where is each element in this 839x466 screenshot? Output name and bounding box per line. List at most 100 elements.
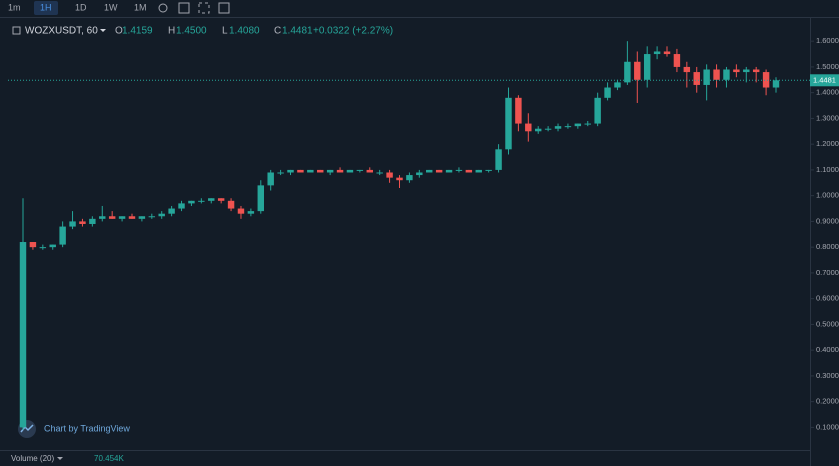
price-tag-label: 1.4481 — [813, 75, 836, 84]
candle-body — [752, 69, 760, 73]
candle-body — [287, 169, 294, 173]
y-tick-label: 1.6000 — [816, 36, 839, 45]
candle-body — [455, 169, 463, 171]
snapshot-icon[interactable] — [218, 2, 230, 14]
brand-link[interactable]: Chart by TradingView — [44, 423, 130, 433]
candle-body — [713, 69, 720, 80]
candle-body — [346, 169, 354, 173]
y-tick-label: 1.3000 — [816, 113, 839, 122]
candle-body — [188, 200, 195, 204]
candle-body — [534, 128, 542, 132]
candle-body — [29, 242, 37, 248]
y-tick-label: 0.7000 — [816, 268, 839, 277]
volume-label[interactable]: Volume (20) — [11, 454, 54, 463]
indicator-icon[interactable] — [178, 2, 190, 14]
legend-value: 1.4481 — [282, 26, 313, 37]
y-tick-label: 0.2000 — [816, 397, 839, 406]
candle-body — [653, 51, 661, 55]
candle-body — [366, 169, 373, 173]
candle-body — [168, 208, 175, 214]
candle-body — [128, 216, 136, 219]
candle-body — [465, 169, 473, 173]
candle-body — [99, 216, 106, 219]
candle-body — [336, 169, 344, 173]
interval-button[interactable]: 1m — [8, 2, 21, 12]
y-tick-label: 0.8000 — [816, 242, 839, 251]
candle-body — [614, 82, 621, 88]
candle-body — [723, 69, 730, 80]
candle-body — [564, 126, 572, 128]
symbol[interactable]: WOZXUSDT, 60 — [25, 26, 98, 37]
candle-body — [624, 61, 631, 83]
candle-body — [772, 80, 780, 88]
caret — [57, 457, 63, 460]
candle-body — [584, 123, 591, 125]
candle-body — [267, 172, 274, 186]
candle-body — [118, 216, 126, 219]
candle-body — [356, 169, 364, 171]
candle-body — [108, 216, 116, 219]
candle-body — [435, 169, 443, 173]
interval-button[interactable]: 1D — [75, 2, 87, 12]
candle-body — [277, 172, 284, 174]
candle-body — [376, 172, 383, 174]
candle-body — [148, 216, 156, 218]
candle-body — [297, 169, 304, 173]
candle-body — [217, 198, 225, 201]
candle-body — [227, 200, 235, 209]
candle-body — [237, 208, 245, 214]
caret — [100, 29, 106, 32]
settings-icon[interactable] — [158, 3, 168, 13]
y-tick-label: 1.0000 — [816, 191, 839, 200]
candle-body — [79, 221, 86, 224]
candle-body — [406, 175, 413, 181]
price-tag — [810, 74, 839, 87]
candle-body — [158, 213, 165, 217]
legend-value: 1.4080 — [229, 26, 260, 37]
candle-body — [594, 97, 601, 124]
candle-body — [733, 69, 740, 73]
candle-body — [49, 244, 56, 248]
interval-button[interactable]: 1M — [134, 2, 147, 12]
legend-key: H — [168, 26, 175, 37]
candle-body — [59, 226, 66, 245]
candle-body — [445, 169, 453, 173]
interval-button[interactable]: 1H — [40, 2, 52, 12]
candle-body — [416, 172, 423, 176]
collapse-icon[interactable] — [12, 26, 21, 35]
candle-body — [525, 123, 532, 132]
y-tick-label: 1.4000 — [816, 88, 839, 97]
y-tick-label: 1.1000 — [816, 165, 839, 174]
candle-body — [544, 128, 552, 130]
candle-body — [475, 169, 482, 173]
fullscreen-icon[interactable] — [198, 2, 210, 14]
candle-body — [198, 200, 205, 202]
y-tick-label: 0.6000 — [816, 294, 839, 303]
interval-button[interactable]: 1W — [104, 2, 118, 12]
y-tick-label: 0.3000 — [816, 371, 839, 380]
candle-body — [178, 203, 185, 209]
candle-body — [19, 242, 27, 428]
volume-value: 70.454K — [94, 454, 124, 463]
candle-body — [426, 169, 433, 173]
candle-body — [673, 54, 681, 67]
legend-key: C — [274, 26, 281, 37]
candle-body — [485, 169, 492, 171]
candle-body — [604, 87, 611, 98]
candle-body — [257, 185, 265, 212]
legend-value: 1.4159 — [122, 26, 153, 37]
candle-body — [683, 66, 691, 73]
candle-body — [515, 97, 522, 124]
active-interval — [34, 1, 58, 15]
candle-body — [208, 198, 215, 201]
legend-key: O — [115, 26, 123, 37]
candle-body — [495, 149, 502, 170]
candle-body — [39, 247, 47, 249]
candle-body — [326, 169, 334, 173]
y-tick-label: 1.5000 — [816, 62, 839, 71]
y-tick-label: 0.4000 — [816, 345, 839, 354]
candle-body — [643, 54, 651, 80]
legend-value: 1.4500 — [176, 26, 207, 37]
